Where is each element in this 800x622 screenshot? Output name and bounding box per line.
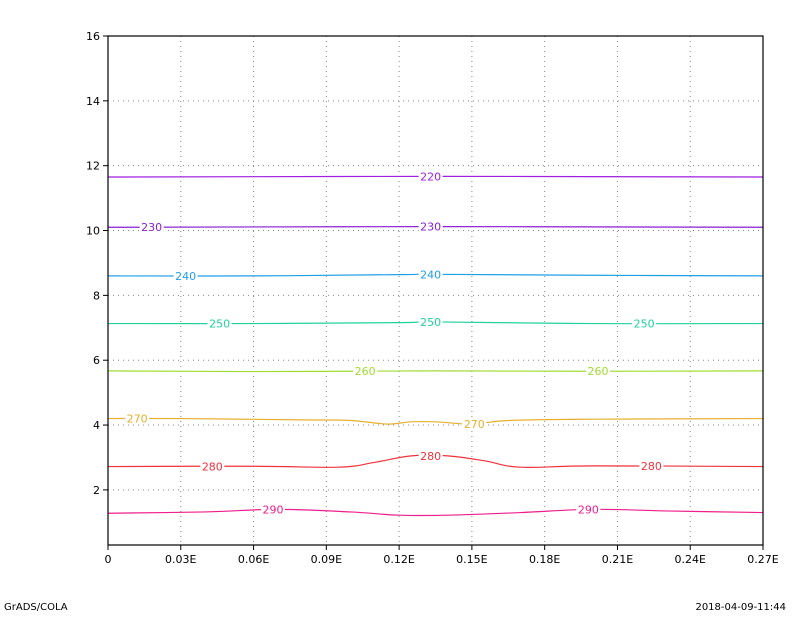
x-tick-label: 0.24E xyxy=(674,553,705,566)
y-tick-label: 8 xyxy=(93,289,100,302)
y-tick-label: 10 xyxy=(86,225,100,238)
contour-label-bg-280 xyxy=(639,460,664,473)
contour-label-bg-240 xyxy=(173,269,198,282)
contour-label-230: 230 xyxy=(420,221,441,234)
contour-label-bg-240 xyxy=(418,268,443,281)
contour-label-bg-290 xyxy=(576,503,601,516)
axis-layer: 0 0.03E 0.06E 0.09E 0.12E 0.15E 0.18E 0.21E 0.24… xyxy=(86,30,779,566)
x-tick-label: 0.15E xyxy=(456,553,487,566)
contour-label-250: 250 xyxy=(420,316,441,329)
contour-label-270: 270 xyxy=(127,413,148,426)
contour-label-280: 280 xyxy=(420,450,441,463)
contour-label-bg-220 xyxy=(418,170,443,183)
contour-label-bg-270 xyxy=(125,412,150,425)
grid-layer xyxy=(108,36,763,545)
y-tick-label: 2 xyxy=(93,484,100,497)
contour-label-bg-250 xyxy=(418,316,443,329)
contour-label-260: 260 xyxy=(588,365,609,378)
footer-timestamp: 2018-04-09-11:44 xyxy=(695,602,786,613)
y-tick-label: 14 xyxy=(86,95,100,108)
contour-label-290: 290 xyxy=(578,504,599,517)
footer-software-label: GrADS/COLA xyxy=(4,602,68,613)
contour-label-bg-280 xyxy=(418,449,443,462)
contour-label-230: 230 xyxy=(141,221,162,234)
x-tick-label: 0.12E xyxy=(383,553,414,566)
series-layer: 220 230 230 240 240 250 250 250 260 260 270 270 280 2… xyxy=(107,170,764,517)
contour-label-270: 270 xyxy=(464,418,485,431)
contour-label-240: 240 xyxy=(175,270,196,283)
contour-label-260: 260 xyxy=(355,365,376,378)
y-tick-label: 4 xyxy=(93,419,100,432)
contour-label-bg-260 xyxy=(586,365,611,378)
contour-line-290 xyxy=(107,508,764,517)
contour-line-260 xyxy=(107,370,764,373)
contour-line-240 xyxy=(107,273,764,277)
contour-label-bg-290 xyxy=(260,503,285,516)
x-tick-label: 0.09E xyxy=(311,553,342,566)
contour-label-280: 280 xyxy=(641,460,662,473)
x-tick-label: 0.06E xyxy=(238,553,269,566)
contour-label-bg-280 xyxy=(200,460,225,473)
contour-label-bg-270 xyxy=(462,417,487,430)
y-tick-label: 16 xyxy=(86,30,100,43)
contour-label-bg-230 xyxy=(139,221,164,234)
contour-label-250: 250 xyxy=(634,318,655,331)
y-tick-label: 12 xyxy=(86,160,100,173)
contour-label-290: 290 xyxy=(262,504,283,517)
contour-line-270 xyxy=(107,417,764,425)
y-tick-label: 6 xyxy=(93,354,100,367)
contour-label-220: 220 xyxy=(420,170,441,183)
contour-label-bg-260 xyxy=(353,365,378,378)
plot-frame xyxy=(107,35,764,546)
contour-label-bg-250 xyxy=(207,317,232,330)
x-tick-label: 0.21E xyxy=(602,553,633,566)
contour-label-250: 250 xyxy=(209,318,230,331)
contour-label-bg-250 xyxy=(632,317,657,330)
x-tick-label: 0.18E xyxy=(529,553,560,566)
contour-label-280: 280 xyxy=(202,460,223,473)
x-tick-label: 0.03E xyxy=(165,553,196,566)
x-tick-label: 0 xyxy=(105,553,112,566)
contour-label-bg-230 xyxy=(418,220,443,233)
x-tick-label: 0.27E xyxy=(747,553,778,566)
contour-label-240: 240 xyxy=(420,268,441,281)
